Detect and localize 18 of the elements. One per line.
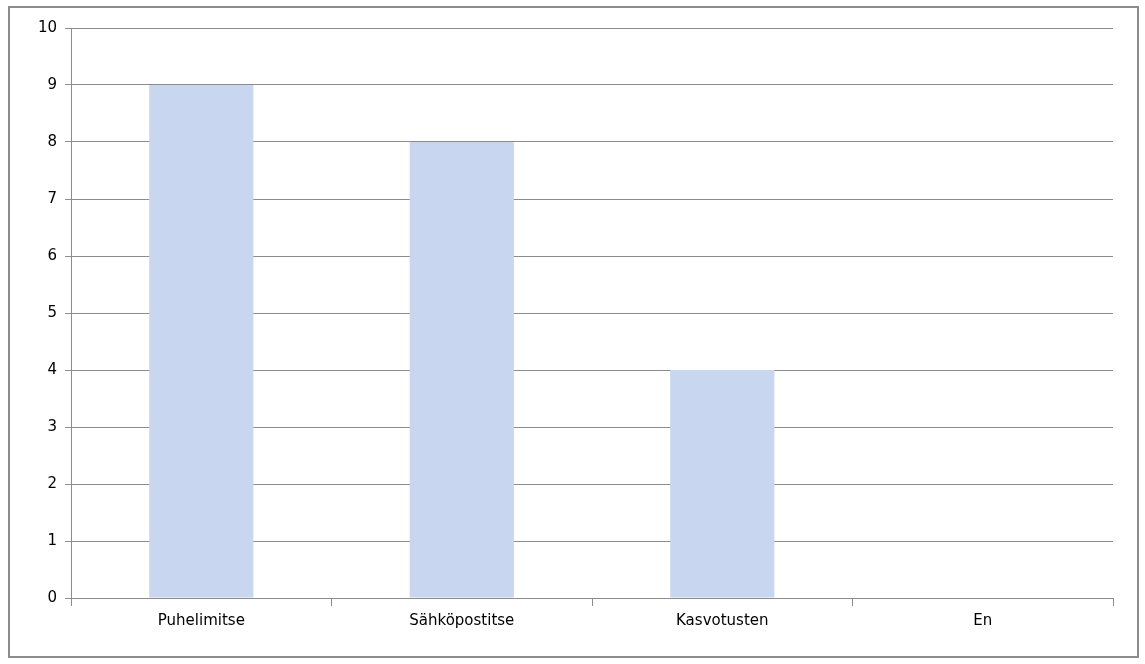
y-tick-label: 8 <box>47 131 58 150</box>
x-tick-label: Sähköpostitse <box>409 610 515 629</box>
x-tick-label: En <box>973 610 993 629</box>
x-tick-label: Kasvotusten <box>676 610 769 629</box>
bar <box>670 370 775 598</box>
bar <box>409 142 514 598</box>
bar <box>149 85 254 598</box>
y-tick-label: 2 <box>47 473 58 492</box>
y-tick-label: 5 <box>47 302 58 321</box>
y-tick-label: 10 <box>37 17 58 36</box>
y-tick-label: 7 <box>47 188 58 207</box>
y-tick-label: 3 <box>47 416 58 435</box>
x-tick-label: Puhelimitse <box>157 610 245 629</box>
y-tick-label: 9 <box>47 74 58 93</box>
y-tick-label: 4 <box>47 359 58 378</box>
y-tick-label: 0 <box>47 587 58 606</box>
y-tick-label: 6 <box>47 245 58 264</box>
y-tick-label: 1 <box>47 530 58 549</box>
